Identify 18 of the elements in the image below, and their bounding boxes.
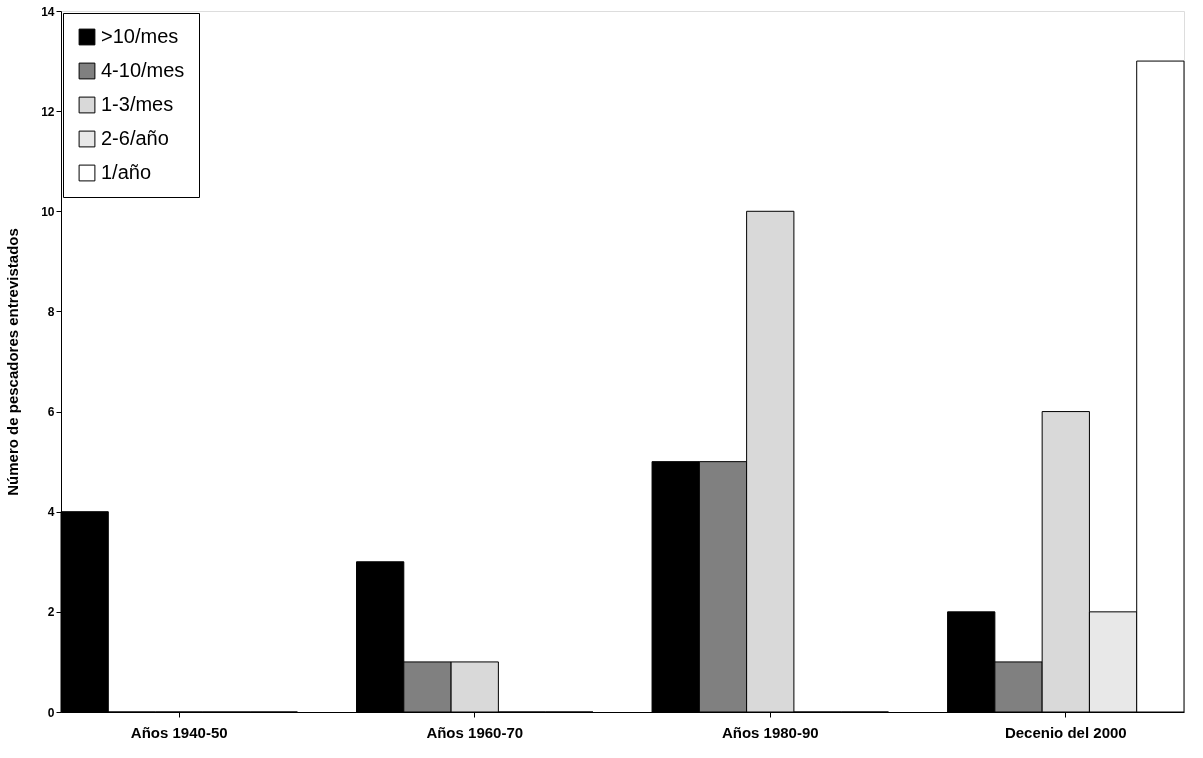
legend-label: 1/año bbox=[101, 161, 152, 183]
legend-label: 4-10/mes bbox=[101, 59, 185, 81]
x-tick-label: Decenio del 2000 bbox=[1004, 723, 1127, 741]
x-tick-label: Años 1980-90 bbox=[721, 723, 819, 741]
legend-label: 2-6/año bbox=[101, 127, 169, 149]
y-tick-label: 12 bbox=[41, 104, 55, 119]
y-tick-label: 10 bbox=[41, 204, 55, 219]
y-tick-label: 2 bbox=[47, 605, 55, 620]
y-tick-label: 0 bbox=[47, 705, 55, 720]
y-tick-label: 4 bbox=[47, 505, 55, 520]
x-tick-label: Años 1940-50 bbox=[130, 723, 228, 741]
legend-label: >10/mes bbox=[101, 25, 179, 47]
x-tick-label: Años 1960-70 bbox=[426, 723, 524, 741]
legend-label: 1-3/mes bbox=[101, 93, 174, 115]
y-tick-label: 8 bbox=[47, 304, 55, 319]
y-tick-label: 6 bbox=[47, 405, 55, 420]
y-axis-title: Número de pescadores entrevistados bbox=[4, 228, 22, 496]
y-tick-label: 14 bbox=[41, 4, 55, 19]
